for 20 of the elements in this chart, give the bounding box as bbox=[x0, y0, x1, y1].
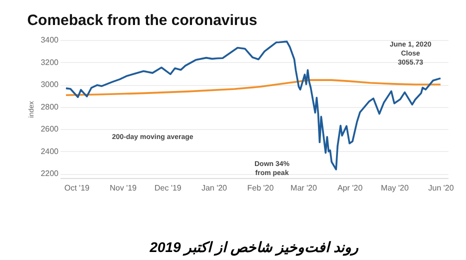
y-tick-label: 3000 bbox=[40, 80, 60, 90]
x-tick-label: Apr '20 bbox=[337, 184, 364, 192]
y-tick-label: 2200 bbox=[40, 169, 60, 178]
x-tick-label: Nov '19 bbox=[110, 184, 138, 192]
x-tick-label: Dec '19 bbox=[154, 184, 182, 192]
x-tick-label: Jun '20 bbox=[428, 184, 454, 192]
y-tick-label: 2400 bbox=[40, 146, 60, 156]
text: روند افت‌وخیز شاخص از اکتبر 2019 bbox=[148, 239, 358, 256]
x-tick-label: Feb '20 bbox=[247, 184, 274, 192]
x-tick-label: Oct '19 bbox=[64, 184, 90, 192]
y-tick-label: 2800 bbox=[40, 102, 60, 112]
line-series bbox=[65, 79, 442, 96]
y-tick-label: 3400 bbox=[40, 36, 60, 44]
chart-title: Comeback from the coronavirus bbox=[27, 12, 258, 29]
x-tick-label: Mar '20 bbox=[290, 184, 318, 192]
y-tick-label: 2600 bbox=[40, 124, 60, 134]
line-series bbox=[65, 40, 442, 170]
x-tick-label: May '20 bbox=[380, 184, 410, 192]
x-tick-label: Jan '20 bbox=[201, 184, 228, 192]
y-tick-label: 3200 bbox=[40, 58, 60, 67]
